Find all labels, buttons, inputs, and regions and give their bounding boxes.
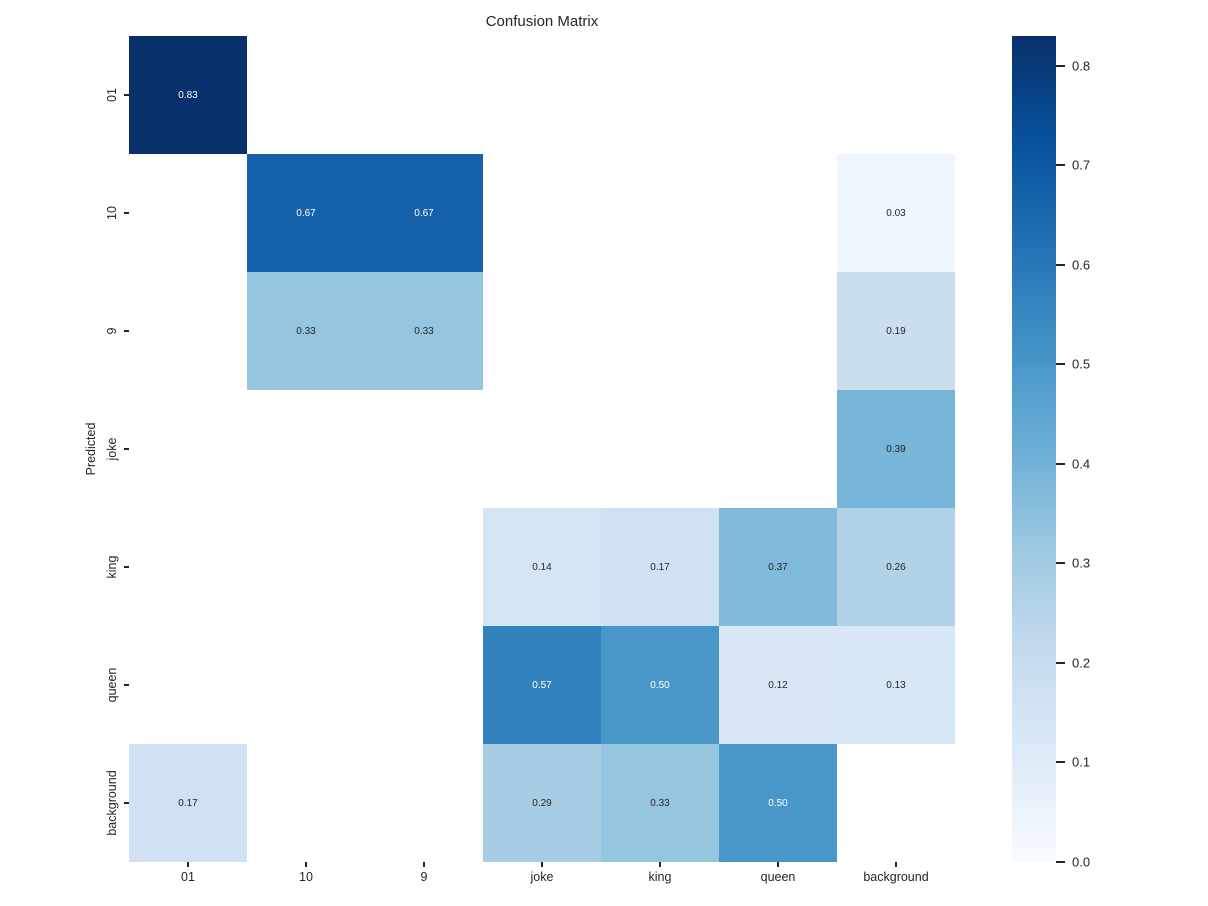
colorbar-tick-mark [1056, 861, 1065, 863]
cell-value: 0.50 [768, 797, 788, 809]
heatmap-cell: 0.03 [837, 154, 955, 272]
colorbar-tick-mark [1056, 164, 1065, 167]
colorbar-tick-label: 0.4 [1072, 456, 1091, 472]
heatmap-cell: 0.12 [719, 626, 837, 744]
heatmap-cell: 0.50 [601, 626, 719, 744]
y-tick-mark [124, 566, 129, 568]
cell-value: 0.26 [886, 561, 906, 573]
colorbar [1012, 36, 1056, 862]
heatmap-cell: 0.26 [837, 508, 955, 626]
colorbar-tick-mark [1056, 263, 1065, 266]
colorbar-tick-mark [1056, 363, 1065, 366]
cell-value: 0.39 [886, 443, 906, 455]
cell-value: 0.67 [414, 207, 434, 219]
x-tick-mark [895, 862, 897, 867]
cell-value: 0.33 [296, 325, 316, 337]
heatmap-cell: 0.37 [719, 508, 837, 626]
heatmap-cell: 0.29 [483, 744, 601, 862]
y-tick-label: 10 [105, 206, 119, 220]
x-tick-mark [305, 862, 307, 867]
x-tick-mark [423, 862, 425, 867]
x-tick-label: joke [530, 870, 554, 884]
colorbar-tick-label: 0.8 [1072, 58, 1091, 74]
x-tick-mark [187, 862, 189, 867]
heatmap-cell: 0.19 [837, 272, 955, 390]
cell-value: 0.83 [178, 89, 198, 101]
cell-value: 0.57 [532, 679, 552, 691]
colorbar-tick-mark [1056, 64, 1065, 67]
y-tick-mark [124, 94, 129, 96]
heatmap-plot: 0.83 0.67 0.67 0.03 0.33 0.33 0.19 0.39 0.14 0.17… [129, 36, 955, 862]
heatmap-cell: 0.39 [837, 390, 955, 508]
colorbar-tick-label: 0.2 [1072, 655, 1091, 671]
cell-value: 0.50 [650, 679, 670, 691]
y-tick-mark [124, 684, 129, 686]
x-tick-mark [659, 862, 661, 867]
cell-value: 0.14 [532, 561, 552, 573]
heatmap-cell: 0.67 [365, 154, 483, 272]
heatmap-cell: 0.67 [247, 154, 365, 272]
heatmap-cell: 0.33 [365, 272, 483, 390]
colorbar-tick-label: 0.7 [1072, 157, 1091, 173]
heatmap-cell: 0.17 [601, 508, 719, 626]
y-tick-mark [124, 802, 129, 804]
x-tick-label: king [648, 870, 672, 884]
cell-value: 0.37 [768, 561, 788, 573]
cell-value: 0.17 [178, 797, 198, 809]
cell-value: 0.19 [886, 325, 906, 337]
x-tick-mark [777, 862, 779, 867]
colorbar-tick-mark [1056, 761, 1065, 764]
y-tick-mark [124, 330, 129, 332]
colorbar-tick-mark [1056, 562, 1065, 565]
y-axis-label: Predicted [84, 422, 98, 476]
y-tick-label: background [105, 770, 119, 836]
colorbar-tick-label: 0.0 [1072, 854, 1091, 870]
x-tick-label: background [863, 870, 929, 884]
heatmap-cell: 0.33 [601, 744, 719, 862]
colorbar-tick-label: 0.6 [1072, 257, 1091, 273]
colorbar-tick-label: 0.1 [1072, 754, 1091, 770]
cell-value: 0.03 [886, 207, 906, 219]
cell-value: 0.12 [768, 679, 788, 691]
colorbar-tick-label: 0.3 [1072, 555, 1091, 571]
heatmap-cell: 0.57 [483, 626, 601, 744]
heatmap-cell: 0.13 [837, 626, 955, 744]
y-tick-label: 9 [105, 327, 119, 335]
cell-value: 0.17 [650, 561, 670, 573]
cell-value: 0.33 [414, 325, 434, 337]
colorbar-tick-mark [1056, 661, 1065, 664]
heatmap-cell: 0.50 [719, 744, 837, 862]
y-tick-label: joke [105, 437, 119, 461]
x-tick-label: 10 [299, 870, 313, 884]
heatmap-cell: 0.83 [129, 36, 247, 154]
cell-value: 0.13 [886, 679, 906, 691]
x-tick-mark [541, 862, 543, 867]
cell-value: 0.33 [650, 797, 670, 809]
colorbar-tick-mark [1056, 462, 1065, 465]
y-tick-mark [124, 448, 129, 450]
x-tick-label: queen [760, 870, 796, 884]
y-tick-mark [124, 212, 129, 214]
chart-title: Confusion Matrix [485, 13, 599, 30]
y-tick-label: queen [105, 667, 119, 703]
heatmap-cell: 0.17 [129, 744, 247, 862]
y-tick-label: 01 [105, 88, 119, 102]
y-tick-label: king [105, 555, 119, 579]
heatmap-cell: 0.14 [483, 508, 601, 626]
cell-value: 0.29 [532, 797, 552, 809]
colorbar-tick-label: 0.5 [1072, 356, 1091, 372]
x-tick-label: 01 [181, 870, 195, 884]
heatmap-cell: 0.33 [247, 272, 365, 390]
cell-value: 0.67 [296, 207, 316, 219]
x-tick-label: 9 [420, 870, 428, 884]
